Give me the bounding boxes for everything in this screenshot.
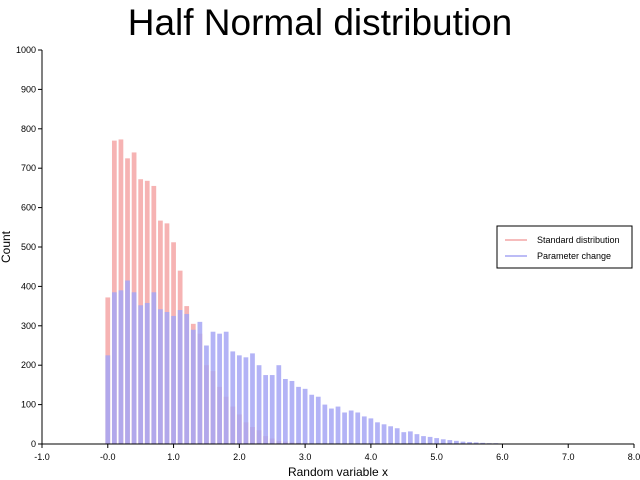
bar-parameter-change <box>447 440 453 444</box>
y-tick-label: 700 <box>21 163 36 173</box>
x-tick-label: 4.0 <box>365 452 378 462</box>
bar-parameter-change <box>118 290 124 444</box>
bar-parameter-change <box>283 378 288 444</box>
bar-parameter-change <box>401 432 407 444</box>
bar-parameter-change <box>361 416 367 444</box>
x-tick-label: 8.0 <box>628 452 640 462</box>
bar-parameter-change <box>296 386 301 444</box>
bar-parameter-change <box>177 310 183 444</box>
bar-parameter-change <box>375 422 380 444</box>
bar-parameter-change <box>204 345 209 444</box>
bar-parameter-change <box>105 355 111 444</box>
bar-parameter-change <box>414 434 420 444</box>
x-tick-label: 3.0 <box>299 452 312 462</box>
x-tick-label: 5.0 <box>430 452 443 462</box>
y-tick-label: 1000 <box>16 45 36 55</box>
bar-parameter-change <box>230 351 236 444</box>
bar-parameter-change <box>250 353 255 444</box>
bar-parameter-change <box>440 439 446 444</box>
y-tick-label: 100 <box>21 400 36 410</box>
y-tick-label: 800 <box>21 124 36 134</box>
x-tick-label: -0.0 <box>100 452 116 462</box>
y-tick-label: 900 <box>21 84 36 94</box>
bar-parameter-change <box>394 428 400 444</box>
bar-parameter-change <box>243 357 249 444</box>
x-tick-label: -1.0 <box>34 452 50 462</box>
y-tick-label: 200 <box>21 360 36 370</box>
x-tick-label: 7.0 <box>562 452 575 462</box>
bar-parameter-change <box>190 329 196 444</box>
y-tick-label: 600 <box>21 203 36 213</box>
bar-parameter-change <box>335 406 341 444</box>
legend-box <box>496 225 633 269</box>
legend: Standard distribution Parameter change <box>496 225 633 269</box>
bar-parameter-change <box>164 312 170 444</box>
bar-parameter-change <box>427 436 433 444</box>
legend-entry: Standard distribution <box>537 235 620 245</box>
bar-parameter-change <box>236 355 242 444</box>
y-axis-ticks: 0 100 200 300 400 500 600 700 800 900 1000 <box>16 45 42 449</box>
bar-parameter-change <box>276 365 282 444</box>
bar-parameter-change <box>322 404 328 444</box>
bar-parameter-change <box>342 412 347 444</box>
bar-parameter-change <box>197 321 203 444</box>
bar-parameter-change <box>348 410 354 444</box>
bar-parameter-change <box>355 412 361 444</box>
bar-parameter-change <box>158 309 163 444</box>
bar-parameter-change <box>315 396 321 444</box>
chart-title: Half Normal distribution <box>127 2 513 43</box>
bar-parameter-change <box>111 292 117 444</box>
x-axis-label: Random variable x <box>288 465 388 479</box>
bar-parameter-change <box>256 365 262 444</box>
bar-parameter-change <box>454 440 459 444</box>
bar-parameter-change <box>151 292 157 444</box>
x-tick-label: 1.0 <box>167 452 180 462</box>
bar-parameter-change <box>125 280 130 444</box>
bar-parameter-change <box>467 442 472 444</box>
bar-parameter-change <box>269 375 275 444</box>
bar-parameter-change <box>131 292 137 444</box>
y-tick-label: 300 <box>21 321 36 331</box>
legend-entry: Parameter change <box>537 251 611 261</box>
bar-parameter-change <box>263 375 269 444</box>
bar-parameter-change <box>184 313 190 444</box>
bar-parameter-change <box>223 331 229 444</box>
y-tick-label: 0 <box>31 439 36 449</box>
y-tick-label: 400 <box>21 281 36 291</box>
x-axis-ticks: -1.0 -0.0 1.0 2.0 3.0 4.0 5.0 6.0 7.0 8.0 <box>34 444 640 462</box>
bar-parameter-change <box>302 388 308 444</box>
bar-parameter-change <box>368 418 374 444</box>
bar-parameter-change <box>144 302 150 444</box>
bar-parameter-change <box>210 331 216 444</box>
bar-parameter-change <box>309 394 315 444</box>
bar-parameter-change <box>460 441 466 444</box>
bar-parameter-change <box>407 431 413 444</box>
bar-parameter-change <box>138 305 144 444</box>
bar-parameter-change <box>480 442 486 444</box>
x-tick-label: 6.0 <box>496 452 509 462</box>
bar-parameter-change <box>434 438 440 444</box>
bar-parameter-change <box>289 380 295 444</box>
bar-parameter-change <box>388 426 393 444</box>
bar-parameter-change <box>217 333 222 444</box>
x-tick-label: 2.0 <box>233 452 246 462</box>
bars-parameter-change <box>105 280 505 444</box>
y-axis-label: Count <box>0 230 13 263</box>
bar-parameter-change <box>421 436 426 444</box>
bar-parameter-change <box>171 315 176 444</box>
bars-standard-distribution <box>105 139 315 445</box>
bar-parameter-change <box>381 424 387 444</box>
bar-parameter-change <box>329 408 334 444</box>
y-tick-label: 500 <box>21 242 36 252</box>
bar-parameter-change <box>473 442 479 444</box>
